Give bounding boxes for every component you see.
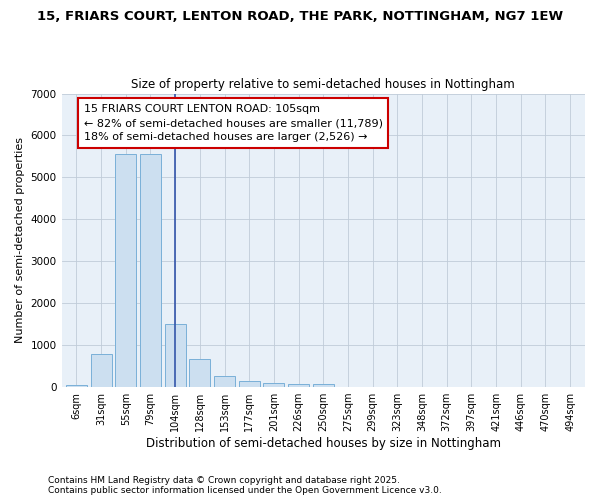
Bar xyxy=(164,324,185,387)
X-axis label: Distribution of semi-detached houses by size in Nottingham: Distribution of semi-detached houses by … xyxy=(146,437,501,450)
Text: 15 FRIARS COURT LENTON ROAD: 105sqm
← 82% of semi-detached houses are smaller (1: 15 FRIARS COURT LENTON ROAD: 105sqm ← 82… xyxy=(84,104,383,142)
Bar xyxy=(239,381,260,387)
Bar xyxy=(140,154,161,387)
Y-axis label: Number of semi-detached properties: Number of semi-detached properties xyxy=(15,138,25,344)
Bar xyxy=(288,384,309,387)
Bar xyxy=(190,358,211,387)
Bar xyxy=(263,384,284,387)
Text: 15, FRIARS COURT, LENTON ROAD, THE PARK, NOTTINGHAM, NG7 1EW: 15, FRIARS COURT, LENTON ROAD, THE PARK,… xyxy=(37,10,563,23)
Title: Size of property relative to semi-detached houses in Nottingham: Size of property relative to semi-detach… xyxy=(131,78,515,91)
Bar xyxy=(66,384,87,387)
Bar xyxy=(91,354,112,387)
Bar xyxy=(214,376,235,387)
Text: Contains HM Land Registry data © Crown copyright and database right 2025.
Contai: Contains HM Land Registry data © Crown c… xyxy=(48,476,442,495)
Bar xyxy=(115,154,136,387)
Bar xyxy=(313,384,334,387)
